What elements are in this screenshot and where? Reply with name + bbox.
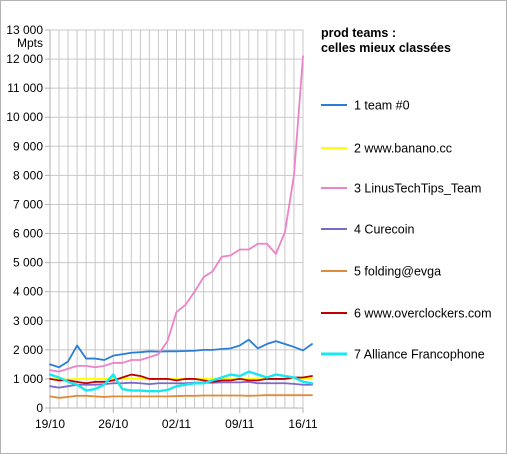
y-tick-label: 0 <box>36 401 43 415</box>
legend-label-2: 2 www.banano.cc <box>354 142 452 156</box>
series-line-5 <box>49 394 313 399</box>
legend-label-5: 5 folding@evga <box>354 265 441 279</box>
series-line-4 <box>49 380 313 389</box>
y-tick-label: 1 000 <box>13 372 43 386</box>
y-tick-label: 9 000 <box>13 139 43 153</box>
series-line-3 <box>49 55 304 373</box>
legend-label-4: 4 Curecoin <box>354 223 414 237</box>
y-tick-label: 6 000 <box>13 227 43 241</box>
y-tick-label: 7 000 <box>13 197 43 211</box>
y-axis-ticks: 0 1 000 2 000 3 000 4 000 5 000 6 000 7 000 8 00… <box>6 23 50 415</box>
plot-area <box>48 55 314 399</box>
series-line-1 <box>49 338 313 369</box>
legend-label-7: 7 Alliance Francophone <box>354 348 485 362</box>
series-line-6 <box>49 373 313 385</box>
x-tick-label: 16/11 <box>288 417 317 431</box>
y-tick-label: 11 000 <box>7 81 43 95</box>
x-tick-label: 09/11 <box>225 417 254 431</box>
series-line-7 <box>48 370 314 393</box>
x-tick-label: 02/11 <box>162 417 191 431</box>
x-tick-label: 26/10 <box>98 417 128 431</box>
y-tick-label: 12 000 <box>6 52 43 66</box>
y-tick-label: 5 000 <box>13 256 43 270</box>
y-tick-label: 2 000 <box>13 343 43 357</box>
y-tick-label: 4 000 <box>13 285 43 299</box>
y-tick-label: 8 000 <box>13 168 43 182</box>
legend-label-1: 1 team #0 <box>354 99 410 113</box>
y-axis-unit-label: Mpts <box>17 36 43 50</box>
legend: prod teams : celles mieux classées 1 tea… <box>321 26 492 362</box>
legend-title-line-2: celles mieux classées <box>321 41 451 55</box>
y-tick-label: 13 000 <box>6 23 43 37</box>
x-axis-ticks: 19/10 26/10 02/11 09/11 16/11 <box>35 408 318 431</box>
legend-label-3: 3 LinusTechTips_Team <box>354 182 481 196</box>
x-tick-label: 19/10 <box>35 417 65 431</box>
y-tick-label: 3 000 <box>13 314 43 328</box>
legend-label-6: 6 www.overclockers.com <box>354 307 492 321</box>
y-tick-label: 10 000 <box>6 110 43 124</box>
legend-title-line-1: prod teams : <box>321 26 396 40</box>
gridlines <box>49 29 304 409</box>
